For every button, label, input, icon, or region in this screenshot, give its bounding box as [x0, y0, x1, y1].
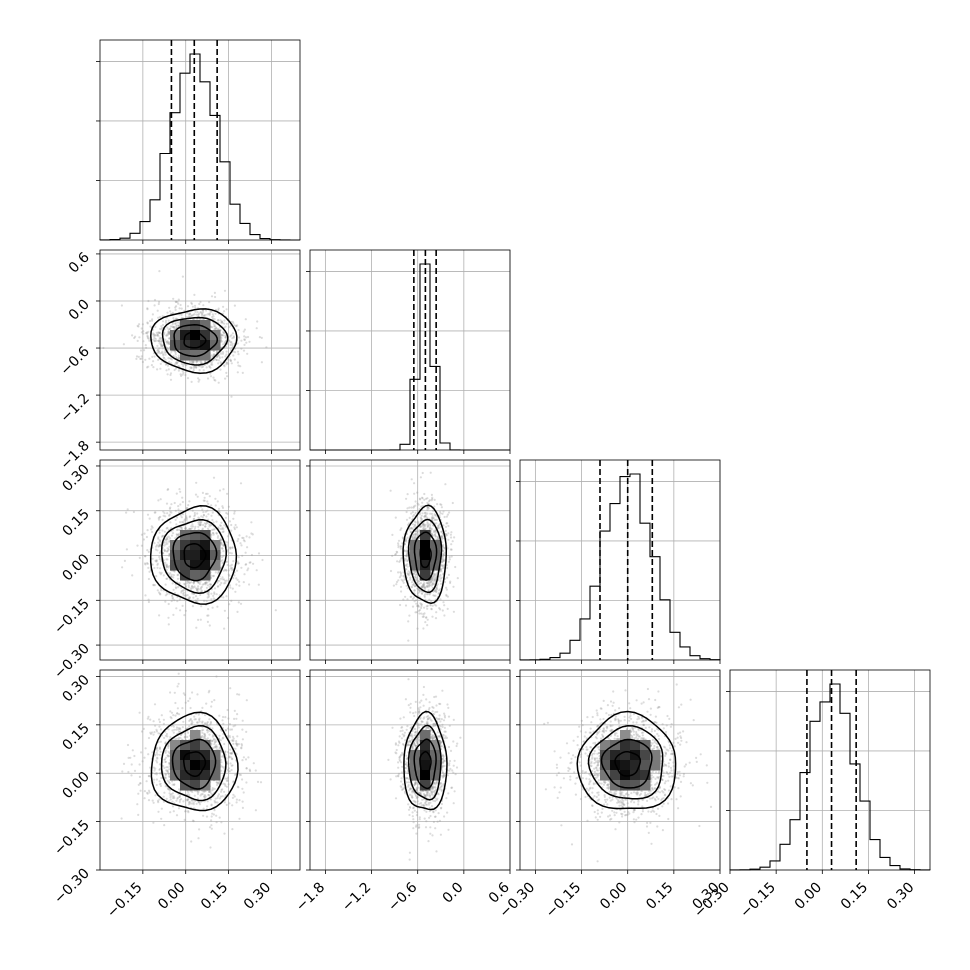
- histogram-panel-1: [306, 249, 511, 454]
- density-content: [102, 270, 268, 398]
- histogram-step-line: [519, 473, 721, 661]
- y-tick-label: 0.15: [59, 720, 92, 753]
- density-panel-1-0: [96, 249, 301, 454]
- histogram-step-line: [729, 683, 931, 871]
- panel-frame: [99, 459, 301, 661]
- y-tick-label: 0.00: [59, 551, 92, 584]
- y-tick-label: −0.30: [51, 641, 93, 683]
- contour-level-3: [160, 725, 227, 802]
- contour-level-3: [407, 518, 443, 594]
- contour-level-2: [171, 738, 217, 790]
- contour-level-1: [614, 750, 642, 777]
- panel-frame: [99, 249, 301, 451]
- contour-level-2: [172, 531, 218, 582]
- x-tick-label: 0.15: [198, 880, 231, 913]
- panel-frame: [519, 669, 721, 871]
- contour-level-1: [183, 543, 207, 569]
- contour-level-3: [407, 724, 442, 801]
- histogram-step-line: [310, 263, 510, 451]
- contour-level-4: [402, 504, 448, 604]
- contour-level-3: [160, 519, 227, 595]
- y-tick-label: −0.30: [51, 866, 93, 908]
- panel-frame: [309, 669, 511, 871]
- density-panel-3-2: [516, 669, 721, 874]
- x-tick-label: 0.30: [241, 880, 274, 913]
- contour-level-4: [403, 710, 448, 811]
- x-tick-label: −1.2: [339, 880, 374, 915]
- x-tick-label: −0.15: [737, 880, 779, 922]
- panel-frame: [309, 459, 511, 661]
- x-tick-label: 0.15: [643, 880, 676, 913]
- panel-frame: [99, 669, 301, 871]
- contour-level-1: [419, 542, 432, 569]
- contour-level-1: [183, 331, 207, 349]
- density-panel-3-1: [306, 669, 511, 874]
- y-tick-label: 0.0: [66, 296, 93, 323]
- x-tick-label: 0.0: [440, 880, 467, 907]
- y-tick-label: 0.00: [59, 769, 92, 802]
- contour-level-3: [161, 316, 229, 366]
- contour-level-2: [413, 738, 437, 790]
- x-tick-label: 0.00: [792, 880, 825, 913]
- x-tick-label: −1.8: [293, 880, 328, 915]
- density-content: [120, 672, 263, 849]
- contour-level-1: [182, 751, 207, 778]
- contour-level-2: [173, 324, 219, 357]
- panel-frame: [99, 39, 301, 241]
- histogram-panel-3: [726, 669, 931, 874]
- y-tick-label: −0.15: [51, 596, 93, 638]
- contour-level-4: [576, 710, 677, 810]
- panel-frame: [729, 669, 931, 871]
- density-panel-2-0: [96, 459, 301, 664]
- x-tick-label: 0.15: [838, 880, 871, 913]
- density-content: [121, 476, 277, 630]
- contour-level-3: [587, 725, 664, 800]
- contour-level-2: [413, 531, 438, 581]
- x-tick-label: 0.30: [884, 880, 917, 913]
- density-content: [387, 678, 462, 861]
- x-tick-label: 0.00: [155, 880, 188, 913]
- contour-level-4: [149, 505, 238, 605]
- contour-level-1: [419, 750, 432, 777]
- y-tick-label: −1.2: [57, 391, 92, 426]
- contour-level-2: [600, 738, 653, 789]
- histogram-panel-2: [516, 459, 721, 664]
- x-tick-label: −0.15: [543, 880, 585, 922]
- x-tick-label: 0.00: [597, 880, 630, 913]
- y-tick-label: 0.15: [59, 506, 92, 539]
- density-content: [543, 683, 713, 863]
- contour-level-4: [150, 308, 238, 375]
- panel-frame: [309, 249, 511, 451]
- y-tick-label: −0.15: [51, 817, 93, 859]
- histogram-step-line: [99, 53, 301, 241]
- density-panel-3-0: [96, 669, 301, 874]
- panel-frame: [519, 459, 721, 661]
- density-panel-2-1: [306, 459, 511, 664]
- histogram-panel-0: [96, 39, 301, 244]
- x-tick-label: −0.15: [104, 880, 146, 922]
- y-tick-label: −0.6: [57, 343, 92, 378]
- contour-level-4: [150, 711, 239, 812]
- y-tick-label: 0.6: [66, 249, 93, 276]
- x-tick-label: −0.6: [385, 879, 420, 914]
- density-content: [389, 471, 459, 642]
